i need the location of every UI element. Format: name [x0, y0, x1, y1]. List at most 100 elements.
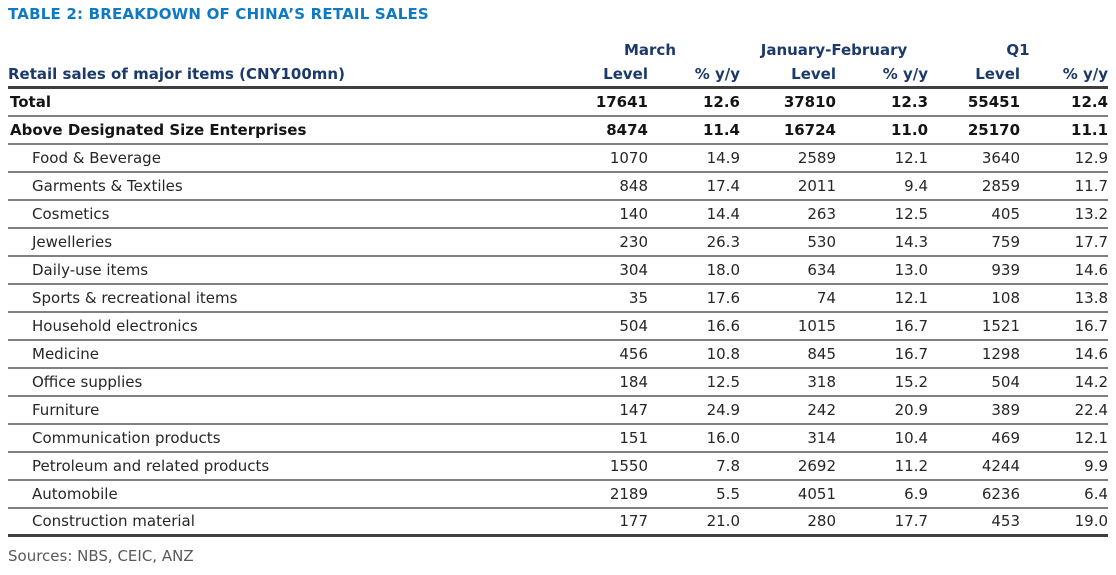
row-value: 5.5 [716, 484, 740, 503]
row-value: 1070 [609, 148, 648, 167]
row-value: 12.3 [891, 92, 929, 111]
row-value: 26.3 [706, 232, 740, 251]
row-value: 11.2 [894, 456, 929, 475]
row-value: 12.1 [894, 288, 929, 307]
row-value: 759 [991, 232, 1021, 251]
col-header-march-level: Level [603, 65, 648, 83]
period-header-march: March [623, 41, 677, 59]
row-value: 9.4 [904, 176, 929, 195]
row-value: 634 [807, 260, 836, 279]
table-row: Sports & recreational items 35 17.6 74 12.1 1… [8, 284, 1109, 312]
row-value: 20.9 [894, 400, 929, 419]
row-label: Medicine [32, 344, 100, 363]
row-value: 3640 [981, 148, 1021, 167]
row-label: Total [10, 92, 51, 111]
row-value: 16.7 [894, 316, 929, 335]
row-value: 25170 [967, 120, 1021, 139]
row-value: 108 [991, 288, 1021, 307]
row-value: 12.9 [1074, 148, 1109, 167]
row-value: 147 [619, 400, 648, 419]
row-value: 16.0 [706, 428, 740, 447]
table-row: Household electronics 504 16.6 1015 16.7 1521… [8, 312, 1109, 340]
table-row: Medicine 456 10.8 845 16.7 1298 14.6 [8, 340, 1109, 368]
row-value: 2859 [981, 176, 1021, 195]
row-value: 848 [619, 176, 648, 195]
row-value: 12.4 [1071, 92, 1109, 111]
source-note: Sources: NBS, CEIC, ANZ [8, 547, 194, 565]
row-value: 314 [807, 428, 836, 447]
row-value: 10.4 [894, 428, 929, 447]
row-value: 280 [807, 512, 836, 531]
row-value: 14.6 [1074, 260, 1109, 279]
table-body: Total 17641 12.6 37810 12.3 55451 12.4 Above De… [8, 88, 1109, 536]
row-value: 19.0 [1074, 512, 1109, 531]
row-value: 16724 [783, 120, 836, 139]
row-value: 14.4 [706, 204, 740, 223]
row-value: 453 [991, 512, 1021, 531]
row-value: 13.2 [1074, 204, 1109, 223]
row-value: 2589 [797, 148, 836, 167]
row-value: 11.4 [702, 120, 740, 139]
row-value: 12.1 [894, 148, 929, 167]
retail-sales-table: March January-February Q1 Retail sales o… [8, 37, 1109, 537]
col-header-janfeb-yoy: % y/y [882, 65, 929, 83]
row-value: 184 [619, 372, 648, 391]
row-value: 12.1 [1074, 428, 1109, 447]
row-value: 16.7 [1074, 316, 1109, 335]
row-value: 504 [619, 316, 648, 335]
table-row: Jewelleries 230 26.3 530 14.3 759 17.7 [8, 228, 1109, 256]
row-value: 8474 [606, 120, 648, 139]
row-value: 17.6 [706, 288, 740, 307]
row-value: 6.4 [1084, 484, 1109, 503]
period-header-spacer [8, 37, 560, 59]
table-row: Garments & Textiles 848 17.4 2011 9.4 2859 11.… [8, 172, 1109, 200]
row-label: Sports & recreational items [32, 288, 238, 307]
row-label: Automobile [32, 484, 118, 503]
table-row: Food & Beverage 1070 14.9 2589 12.1 3640 12.9 [8, 144, 1109, 172]
row-label: Furniture [32, 400, 100, 419]
table-row: Daily-use items 304 18.0 634 13.0 939 14.6 [8, 256, 1109, 284]
row-value: 1521 [981, 316, 1021, 335]
row-value: 4051 [797, 484, 836, 503]
col-header-q1-level: Level [975, 65, 1021, 83]
row-label: Jewelleries [32, 232, 113, 251]
row-value: 389 [991, 400, 1021, 419]
row-value: 24.9 [706, 400, 740, 419]
row-value: 13.0 [894, 260, 929, 279]
row-value: 845 [807, 344, 836, 363]
table-row: Office supplies 184 12.5 318 15.2 504 14.2 [8, 368, 1109, 396]
table-row: Above Designated Size Enterprises 8474 11.… [8, 116, 1109, 144]
row-value: 405 [991, 204, 1021, 223]
row-label: Cosmetics [32, 204, 110, 223]
row-value: 2189 [609, 484, 648, 503]
row-value: 74 [816, 288, 836, 307]
row-label: Office supplies [32, 372, 143, 391]
row-value: 17641 [595, 92, 648, 111]
row-label: Food & Beverage [32, 148, 161, 167]
row-value: 21.0 [706, 512, 740, 531]
row-value: 4244 [981, 456, 1021, 475]
row-value: 504 [991, 372, 1021, 391]
col-header-march-yoy: % y/y [694, 65, 740, 83]
row-value: 17.7 [1074, 232, 1109, 251]
row-value: 11.0 [891, 120, 929, 139]
row-value: 1550 [609, 456, 648, 475]
row-value: 14.3 [894, 232, 929, 251]
row-label: Communication products [32, 428, 221, 447]
row-value: 9.9 [1084, 456, 1109, 475]
period-header-q1: Q1 [1006, 41, 1030, 59]
page-title: TABLE 2: BREAKDOWN OF CHINA’S RETAIL SAL… [8, 5, 429, 23]
row-value: 14.6 [1074, 344, 1109, 363]
row-value: 469 [991, 428, 1021, 447]
row-value: 37810 [783, 92, 836, 111]
table-row: Total 17641 12.6 37810 12.3 55451 12.4 [8, 88, 1109, 116]
row-value: 177 [619, 512, 648, 531]
row-value: 140 [619, 204, 648, 223]
row-value: 35 [628, 288, 648, 307]
row-value: 6236 [981, 484, 1021, 503]
row-value: 12.5 [894, 204, 929, 223]
row-value: 318 [807, 372, 836, 391]
table-row: Communication products 151 16.0 314 10.4 469 1… [8, 424, 1109, 452]
row-value: 530 [807, 232, 836, 251]
row-value: 17.4 [706, 176, 740, 195]
